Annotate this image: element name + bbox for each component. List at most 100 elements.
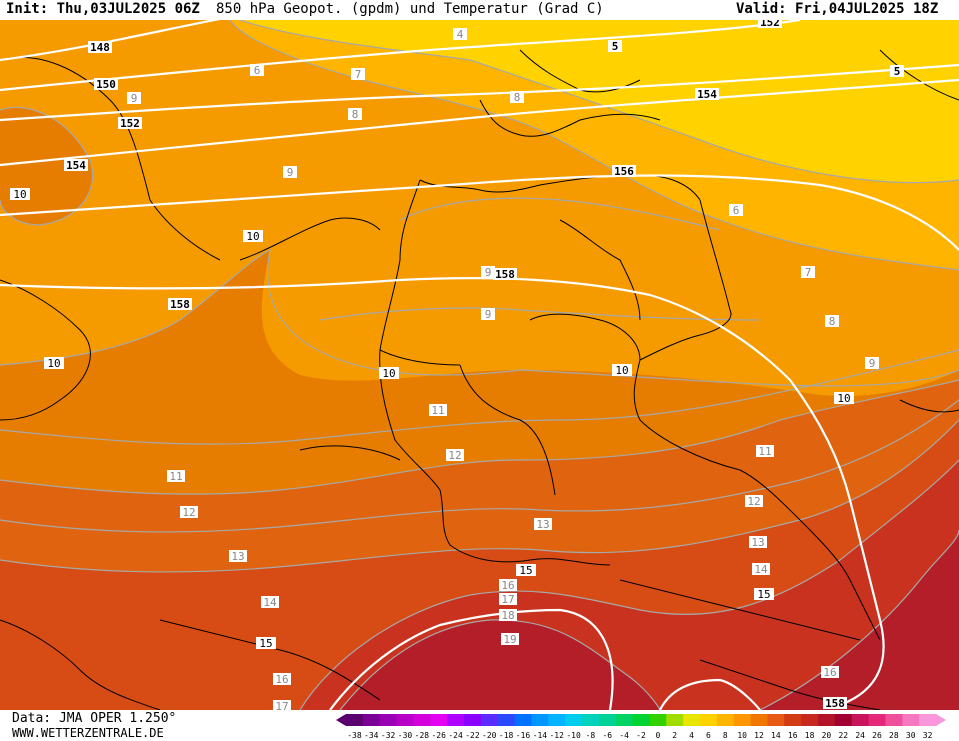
svg-text:8: 8 <box>514 91 521 104</box>
legend-swatch <box>902 714 920 726</box>
legend-arrow-right <box>936 714 946 726</box>
legend-tick-label: -38 <box>347 731 362 740</box>
legend-swatch <box>818 714 836 726</box>
legend-tick-label: -30 <box>398 731 413 740</box>
legend-swatch <box>565 714 583 726</box>
geopot-label: 158 <box>168 298 192 311</box>
legend-swatch <box>464 714 482 726</box>
legend-tick-label: 28 <box>889 731 899 740</box>
temp-label: 14 <box>261 596 279 609</box>
svg-text:15: 15 <box>757 588 770 601</box>
geopot-label: 158 <box>823 697 847 710</box>
site-url: WWW.WETTERZENTRALE.DE <box>12 726 164 740</box>
legend-tick-label: -26 <box>431 731 446 740</box>
legend-swatch <box>379 714 398 726</box>
legend-swatch <box>851 714 870 726</box>
geopot-label: 152 <box>758 20 782 29</box>
legend-swatch <box>514 714 532 726</box>
legend-tick-label: -14 <box>533 731 548 740</box>
svg-text:11: 11 <box>431 404 444 417</box>
temp-band-4-6 <box>240 20 959 183</box>
data-source: Data: JMA OPER 1.250° <box>12 711 177 726</box>
temp-label: 9 <box>127 92 141 105</box>
svg-text:10: 10 <box>382 367 395 380</box>
svg-text:12: 12 <box>747 495 760 508</box>
legend-swatch <box>750 714 768 726</box>
temp-label: 10 <box>243 230 263 243</box>
temp-label: 14 <box>752 563 770 576</box>
temp-label: 10 <box>44 357 64 370</box>
legend-swatch <box>447 714 465 726</box>
legend-tick-label: 20 <box>822 731 832 740</box>
temp-label: 13 <box>749 536 767 549</box>
svg-text:158: 158 <box>825 697 845 710</box>
svg-text:10: 10 <box>13 188 26 201</box>
legend-swatch <box>834 714 853 726</box>
svg-text:8: 8 <box>352 108 359 121</box>
legend-tick-label: 12 <box>754 731 764 740</box>
geopot-label: 152 <box>118 117 142 130</box>
legend-swatch <box>615 714 634 726</box>
geopot-label: 5 <box>890 65 904 78</box>
legend-swatch <box>582 714 600 726</box>
legend-tick-label: 4 <box>689 731 694 740</box>
svg-text:11: 11 <box>169 470 182 483</box>
temp-label: 15 <box>256 637 276 650</box>
legend-swatch <box>716 714 735 726</box>
legend-tick-label: -32 <box>381 731 396 740</box>
temp-label: 4 <box>453 28 467 41</box>
legend-swatch <box>784 714 802 726</box>
svg-text:10: 10 <box>47 357 60 370</box>
temp-label: 17 <box>273 700 291 710</box>
svg-text:6: 6 <box>733 204 740 217</box>
legend-swatch <box>700 714 718 726</box>
legend-swatch <box>868 714 886 726</box>
svg-text:13: 13 <box>231 550 244 563</box>
legend-swatch <box>767 714 785 726</box>
legend-swatch <box>413 714 431 726</box>
svg-text:16: 16 <box>275 673 288 686</box>
coastlines-and-borders <box>0 49 959 710</box>
legend-swatch <box>396 714 414 726</box>
svg-text:5: 5 <box>612 40 619 53</box>
temp-label: 12 <box>745 495 763 508</box>
temperature-legend: -38 -34 -32 -30 -28 -26 -24 -22 -20 -18 -16 -14 -12-… <box>336 714 958 740</box>
legend-tick-label: 30 <box>906 731 916 740</box>
svg-text:7: 7 <box>805 266 812 279</box>
temp-label: 9 <box>865 357 879 370</box>
svg-text:6: 6 <box>254 64 261 77</box>
temp-label: 12 <box>446 449 464 462</box>
svg-text:10: 10 <box>615 364 628 377</box>
valid-time: Valid: Fri,04JUL2025 18Z <box>736 1 939 17</box>
temp-label: 9 <box>283 166 297 179</box>
temp-label: 6 <box>729 204 743 217</box>
legend-tick-label: 26 <box>872 731 882 740</box>
temp-label: 11 <box>756 445 774 458</box>
legend-tick-label: -2 <box>636 731 646 740</box>
legend-swatch <box>497 714 516 726</box>
temp-label: 12 <box>180 506 198 519</box>
geopotential-lines <box>0 20 959 710</box>
legend-tick-label: -10 <box>566 731 581 740</box>
legend-tick-label: 24 <box>855 731 865 740</box>
legend-tick-label: -8 <box>586 731 596 740</box>
temp-label: 10 <box>834 392 854 405</box>
legend-tick-label: -16 <box>516 731 531 740</box>
legend-swatch <box>649 714 667 726</box>
legend-tick-label: 22 <box>838 731 848 740</box>
geopotential-labels: 148 150 152 154 156 158 158 158 154 152 … <box>64 20 904 710</box>
svg-text:15: 15 <box>519 564 532 577</box>
isotherm-lines <box>0 20 959 710</box>
geopot-label: 150 <box>94 78 118 91</box>
temp-label: 19 <box>501 633 519 646</box>
legend-tick-label: 10 <box>737 731 747 740</box>
temp-label: 16 <box>273 673 291 686</box>
svg-text:16: 16 <box>501 579 514 592</box>
legend-tick-label: 0 <box>655 731 660 740</box>
svg-text:9: 9 <box>131 92 138 105</box>
legend-tick-label: -6 <box>602 731 612 740</box>
temp-band-18-20-east <box>760 530 959 710</box>
svg-text:9: 9 <box>287 166 294 179</box>
svg-text:9: 9 <box>869 357 876 370</box>
weather-map: 148 150 152 154 156 158 158 158 154 152 … <box>0 20 959 710</box>
